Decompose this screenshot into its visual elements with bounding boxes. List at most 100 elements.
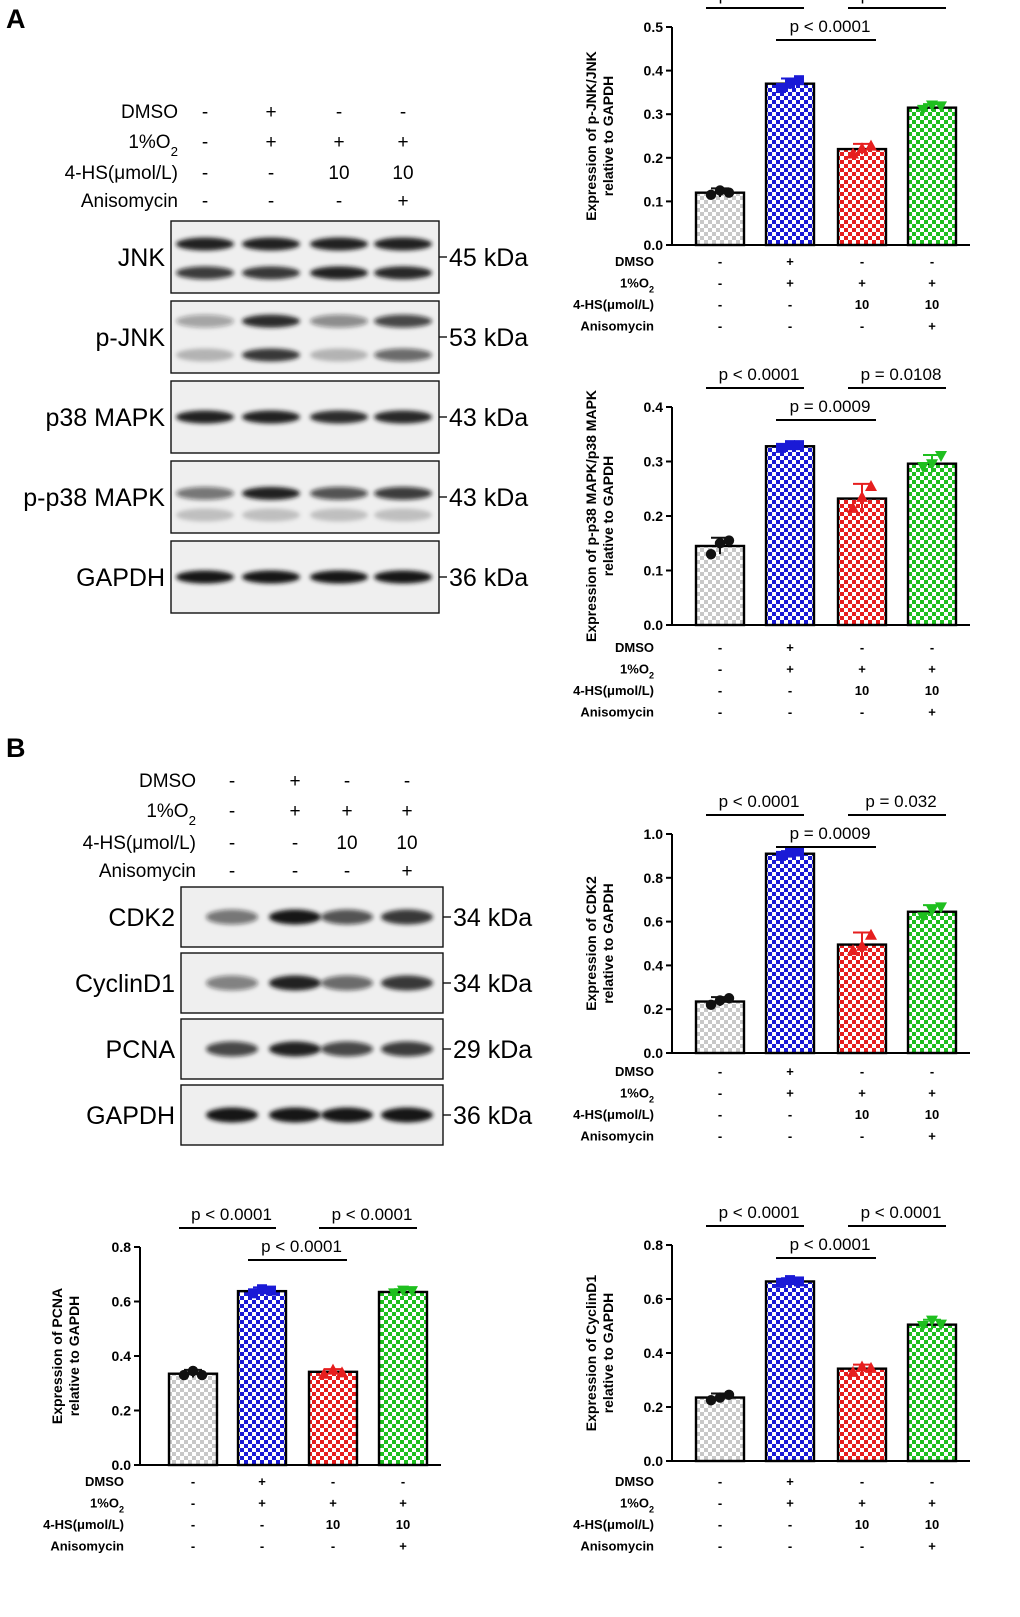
condition-value: - [404, 771, 410, 792]
blot-strip [180, 1018, 444, 1080]
p-value-label: p < 0.0001 [790, 17, 871, 36]
chart-condition-value: + [858, 662, 866, 677]
chart-condition-value: - [718, 1064, 722, 1079]
condition-label: 4-HS(μmol/L) [83, 833, 196, 854]
condition-value: - [202, 191, 208, 212]
blot-band [176, 486, 234, 500]
blot-band [176, 314, 234, 328]
chart-condition-value: + [329, 1496, 337, 1511]
blot-protein-label: p-JNK [96, 324, 166, 352]
blot-band [310, 486, 368, 500]
blot-band [242, 314, 300, 328]
bar [906, 462, 958, 627]
chart-condition-value: - [191, 1474, 195, 1489]
chart-condition-value: 10 [925, 1517, 939, 1532]
data-point [926, 459, 938, 471]
condition-label: 4-HS(μmol/L) [65, 163, 178, 184]
blot-band [381, 1041, 433, 1057]
chart-condition-value: - [401, 1474, 405, 1489]
condition-value: + [289, 771, 300, 792]
chart-condition-value: - [718, 319, 722, 334]
chart-condition-value: + [928, 276, 936, 291]
blot-band [176, 348, 234, 362]
blot-band [206, 1041, 258, 1057]
condition-value: + [341, 801, 352, 822]
y-tick-label: 0.4 [644, 399, 664, 415]
chart-condition-value: - [930, 1474, 934, 1489]
kda-label: 43 kDa [449, 484, 528, 512]
data-point [926, 905, 938, 917]
condition-value: + [401, 861, 412, 882]
data-point [714, 538, 726, 549]
condition-label: 1%O2 [146, 801, 196, 828]
blot-protein-label: CyclinD1 [75, 970, 175, 998]
chart-condition-value: - [860, 640, 864, 655]
blot-band [374, 570, 432, 584]
blot-band [176, 508, 234, 522]
data-point [856, 142, 868, 154]
data-point [847, 944, 859, 956]
data-point [723, 535, 735, 546]
y-tick-label: 0.0 [644, 237, 664, 253]
bar [836, 1367, 888, 1463]
chart-condition-value: - [930, 640, 934, 655]
chart-condition-value: - [788, 683, 792, 698]
bar [167, 1372, 219, 1467]
p-value-label: p < 0.0001 [261, 1237, 342, 1256]
data-point [794, 846, 804, 857]
data-point [266, 1285, 276, 1296]
bar [694, 1396, 746, 1463]
chart-condition-value: - [718, 1107, 722, 1122]
blot-band [381, 975, 433, 991]
chart-condition-value: - [718, 1086, 722, 1101]
kda-label: 36 kDa [449, 564, 528, 592]
blot-band [269, 1107, 321, 1123]
y-tick-label: 1.0 [644, 826, 664, 842]
bar [694, 1000, 746, 1055]
y-tick-label: 0.2 [112, 1403, 132, 1419]
chart-condition-value: - [860, 1129, 864, 1144]
chart-condition-value: + [858, 1086, 866, 1101]
chart-condition-value: + [786, 1064, 794, 1079]
p-value-label: p < 0.0001 [719, 1203, 800, 1222]
blot-band [269, 975, 321, 991]
y-axis-label: Expression of CDK2relative to GAPDH [583, 876, 616, 1011]
data-point [794, 75, 804, 86]
data-point [705, 189, 717, 201]
bar [836, 497, 888, 627]
blot-protein-label: p-p38 MAPK [23, 484, 165, 512]
data-point [865, 139, 877, 151]
data-point [917, 104, 929, 116]
y-tick-label: 0.4 [644, 957, 664, 973]
chart-condition-label: 4-HS(μmol/L) [573, 1517, 654, 1532]
blot-band [269, 1041, 321, 1057]
blot-band [310, 266, 368, 280]
blot-band [206, 1107, 258, 1123]
p-value-label: p < 0.0001 [790, 1235, 871, 1254]
blot-strip [170, 540, 440, 614]
chart-condition-value: - [860, 1064, 864, 1079]
y-tick-label: 0.5 [644, 19, 664, 35]
chart-condition-label: 1%O2 [90, 1496, 124, 1515]
chart-condition-value: - [718, 683, 722, 698]
chart-condition-value: - [718, 1517, 722, 1532]
blot-band [242, 348, 300, 362]
condition-value: - [229, 771, 235, 792]
chart-condition-value: - [930, 254, 934, 269]
p-value-label: p = 0.0108 [861, 365, 942, 384]
chart-condition-value: + [786, 276, 794, 291]
p-value-label: p = 0.0009 [790, 824, 871, 843]
data-point [705, 999, 717, 1011]
data-point [723, 187, 735, 198]
blot-band [374, 266, 432, 280]
data-point [865, 928, 877, 940]
blot-band [310, 314, 368, 328]
blot-strip [180, 952, 444, 1014]
blot-protein-label: GAPDH [76, 564, 165, 592]
blot-frame [170, 300, 440, 374]
chart-condition-label: 1%O2 [620, 662, 654, 681]
chart-condition-value: + [786, 1474, 794, 1489]
bar [906, 106, 958, 247]
p-value-label: p < 0.0001 [191, 1205, 272, 1224]
y-axis-label: Expression of PCNArelative to GAPDH [49, 1288, 82, 1424]
